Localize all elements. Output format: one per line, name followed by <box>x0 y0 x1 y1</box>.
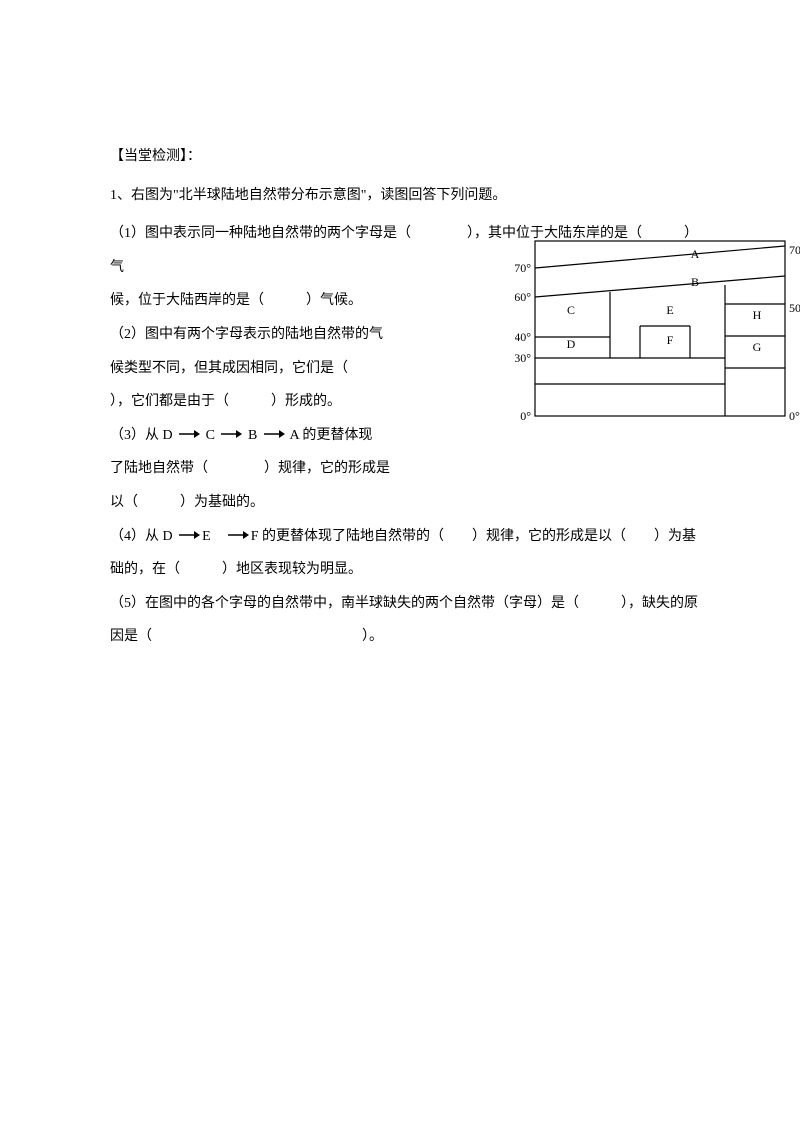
diagram-svg: AB C D E F H G 70° 60° 40° 30° 0° 70° 50° 0° <box>515 236 800 436</box>
svg-text:B: B <box>691 275 699 289</box>
svg-text:50°: 50° <box>789 301 800 315</box>
svg-text:A: A <box>691 247 700 261</box>
section-title: 【当堂检测】： <box>110 140 710 174</box>
arrow-icon <box>227 520 249 554</box>
q5-line1-text: （5）在图中的各个字母的自然带中，南半球缺失的两个自然带（字母）是（ ），缺失的… <box>110 596 698 611</box>
q5-line2-text: 因是（ ）。 <box>110 629 383 644</box>
svg-text:D: D <box>567 337 576 351</box>
svg-text:40°: 40° <box>515 330 531 344</box>
q2-part1: （2）图中有两个字母表示的陆地自然带的气 <box>110 327 383 342</box>
arrow-icon <box>220 419 242 453</box>
arrow-icon <box>178 520 200 554</box>
svg-text:F: F <box>667 333 674 347</box>
svg-text:0°: 0° <box>520 409 531 423</box>
arrow-icon <box>178 419 200 453</box>
q3-b: B <box>244 428 260 443</box>
q4-line2-text: 础的，在（ ）地区表现较为明显。 <box>110 562 362 577</box>
svg-text:0°: 0° <box>789 409 800 423</box>
q2-part3: ），它们都是由于（ ）形成的。 <box>110 394 341 409</box>
q2-part2: 候类型不同，但其成因相同，它们是（ <box>110 361 348 376</box>
svg-text:C: C <box>567 303 575 317</box>
svg-text:60°: 60° <box>515 290 531 304</box>
svg-text:70°: 70° <box>789 243 800 257</box>
svg-text:H: H <box>753 308 762 322</box>
svg-text:G: G <box>753 340 762 354</box>
svg-text:70°: 70° <box>515 261 531 275</box>
arrow-icon <box>263 419 285 453</box>
q3-suffix: A 的更替体现 <box>287 428 373 443</box>
q3-prefix: （3）从 D <box>110 428 176 443</box>
document-content: 【当堂检测】： 1、右图为"北半球陆地自然带分布示意图"，读图回答下列问题。 （… <box>110 140 710 654</box>
question-intro: 1、右图为"北半球陆地自然带分布示意图"，读图回答下列问题。 <box>110 179 710 213</box>
q2-line3: ），它们都是由于（ ）形成的。 <box>110 385 400 419</box>
q4-mid1: E <box>202 529 225 544</box>
natural-zones-diagram: AB C D E F H G 70° 60° 40° 30° 0° 70° 50° 0° <box>515 236 800 436</box>
q3-line1: （3）从 D C B A 的更替体现 <box>110 419 400 453</box>
q2-line1: （2）图中有两个字母表示的陆地自然带的气 <box>110 318 400 352</box>
q3-line2: 了陆地自然带（ ）规律，它的形成是 <box>110 452 400 486</box>
q4-suffix: F 的更替体现了陆地自然带的（ ）规律，它的形成是以（ ）为基 <box>251 529 696 544</box>
q3-c: C <box>202 428 218 443</box>
q3-line3: 以（ ）为基础的。 <box>110 486 400 520</box>
q4-line2: 础的，在（ ）地区表现较为明显。 <box>110 553 710 587</box>
title-text: 【当堂检测】： <box>110 149 201 164</box>
q1-part2: 候，位于大陆西岸的是（ ）气候。 <box>110 293 362 308</box>
intro-text: 1、右图为"北半球陆地自然带分布示意图"，读图回答下列问题。 <box>110 188 506 203</box>
q3-part3: 以（ ）为基础的。 <box>110 495 264 510</box>
q3-part2: 了陆地自然带（ ）规律，它的形成是 <box>110 461 390 476</box>
q4-prefix: （4）从 D <box>110 529 176 544</box>
q5-line1: （5）在图中的各个字母的自然带中，南半球缺失的两个自然带（字母）是（ ），缺失的… <box>110 587 710 621</box>
q5-line2: 因是（ ）。 <box>110 620 710 654</box>
q1-line2: 候，位于大陆西岸的是（ ）气候。 <box>110 284 400 318</box>
svg-text:E: E <box>666 303 673 317</box>
q2-line2: 候类型不同，但其成因相同，它们是（ <box>110 352 400 386</box>
svg-text:30°: 30° <box>515 351 531 365</box>
q4-line1: （4）从 D E F 的更替体现了陆地自然带的（ ）规律，它的形成是以（ ）为基 <box>110 520 710 554</box>
